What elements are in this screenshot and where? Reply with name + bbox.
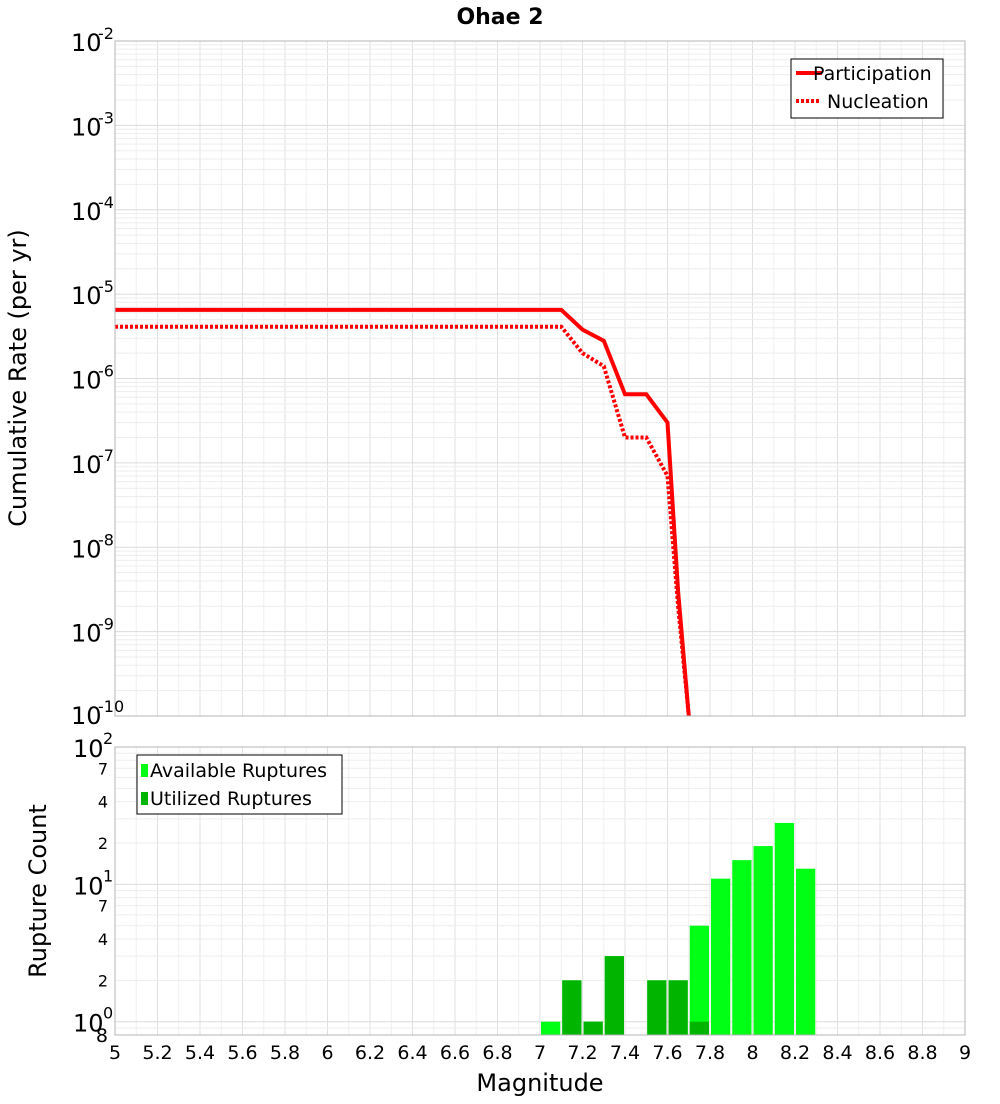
- x-tick-label: 6.6: [440, 1042, 470, 1064]
- top-y-tick-base: 10: [71, 282, 102, 310]
- top-y-tick-base: 10: [71, 620, 102, 648]
- x-tick-label: 5.4: [185, 1042, 215, 1064]
- bottom-y-minor-tick-label: 4: [98, 793, 108, 812]
- bottom-y-major-tick-exponent: 2: [103, 729, 113, 748]
- top-grid: [114, 41, 966, 717]
- bottom-y-major-tick-exponent: 0: [103, 1004, 113, 1023]
- available-ruptures-bar: [774, 822, 794, 1035]
- chart-title: Ohae 2: [456, 5, 543, 30]
- x-tick-label: 7.4: [610, 1042, 640, 1064]
- top-plot-border: [114, 40, 966, 717]
- top-legend: Participation Nucleation: [790, 58, 944, 119]
- top-y-tick-exponent: -10: [98, 697, 124, 716]
- utilized-ruptures-bar: [668, 980, 688, 1035]
- x-tick-label: 5: [109, 1042, 121, 1064]
- x-tick-label: 5.6: [227, 1042, 257, 1064]
- available-legend-label: Available Ruptures: [150, 760, 327, 782]
- x-tick-label: 7: [534, 1042, 546, 1064]
- utilized-ruptures-bar: [583, 1021, 603, 1035]
- top-y-tick-base: 10: [71, 113, 102, 141]
- top-y-tick-exponent: -3: [98, 108, 114, 127]
- available-ruptures-bar: [732, 860, 752, 1035]
- x-tick-label: 7.2: [567, 1042, 597, 1064]
- bottom-legend: Available Ruptures Utilized Ruptures: [136, 754, 343, 815]
- top-y-tick-base: 10: [71, 29, 102, 57]
- utilized-legend-label: Utilized Ruptures: [150, 788, 312, 810]
- utilized-ruptures-bar: [689, 1021, 709, 1035]
- utilized-legend-swatch: [141, 792, 148, 805]
- bottom-y-minor-tick-label: 2: [98, 834, 108, 853]
- top-y-tick-exponent: -4: [98, 193, 114, 212]
- available-ruptures-bar: [796, 868, 816, 1035]
- x-axis-label: Magnitude: [476, 1069, 603, 1097]
- nucleation-legend-label: Nucleation: [827, 91, 929, 113]
- bottom-y-major-tick-base: 10: [73, 1010, 104, 1038]
- x-tick-label: 6.4: [397, 1042, 427, 1064]
- x-tick-labels: 5 5.2 5.4 5.6 5.8 6 6.2 6.4 6.6 6.8 7 7.2 7.4 7.6 7.8 8…: [109, 1042, 971, 1064]
- available-legend-swatch: [141, 764, 148, 777]
- bottom-y-major-tick-exponent: 1: [103, 866, 113, 885]
- bottom-plot-border: [114, 746, 966, 1036]
- top-y-tick-exponent: -7: [98, 446, 114, 465]
- top-y-tick-exponent: -5: [98, 277, 114, 296]
- bottom-y-minor-tick-label: 4: [98, 930, 108, 949]
- x-tick-label: 7.6: [652, 1042, 682, 1064]
- x-tick-label: 6.2: [355, 1042, 385, 1064]
- top-y-tick-exponent: -9: [98, 615, 114, 634]
- nucleation-line: [115, 324, 691, 717]
- top-y-tick-base: 10: [71, 702, 102, 730]
- top-y-axis-label: Cumulative Rate (per yr): [4, 229, 32, 527]
- x-tick-label: 5.2: [142, 1042, 172, 1064]
- utilized-ruptures-bar: [647, 980, 667, 1035]
- bottom-y-minor-tick-label: 2: [98, 971, 108, 990]
- available-ruptures-bar: [753, 846, 773, 1035]
- top-y-tick-base: 10: [71, 367, 102, 395]
- bottom-y-minor-tick-label: 7: [98, 897, 108, 916]
- x-tick-label: 9: [959, 1042, 971, 1064]
- bottom-y-major-tick-base: 10: [73, 872, 104, 900]
- x-tick-label: 8.4: [822, 1042, 852, 1064]
- x-tick-label: 7.8: [695, 1042, 725, 1064]
- x-tick-label: 8: [746, 1042, 758, 1064]
- x-tick-label: 6: [321, 1042, 333, 1064]
- participation-line: [115, 307, 691, 717]
- bottom-y-lower-bound-label: 8: [96, 1025, 108, 1047]
- available-ruptures-bar: [541, 1021, 561, 1035]
- utilized-ruptures-bar: [562, 980, 582, 1035]
- x-tick-label: 8.8: [907, 1042, 937, 1064]
- top-y-tick-exponent: -6: [98, 362, 114, 381]
- x-tick-label: 8.6: [865, 1042, 895, 1064]
- top-legend-box: [790, 58, 944, 119]
- top-y-tick-exponent: -2: [98, 24, 114, 43]
- bottom-y-axis-label: Rupture Count: [24, 804, 52, 978]
- utilized-ruptures-bar: [604, 956, 624, 1035]
- participation-legend-label: Participation: [813, 63, 932, 85]
- x-tick-label: 5.8: [270, 1042, 300, 1064]
- top-y-tick-labels: 10-210-310-410-510-610-710-810-910-10: [71, 24, 124, 730]
- bottom-y-major-tick-base: 10: [73, 735, 104, 763]
- available-ruptures-bar: [711, 878, 731, 1035]
- bottom-y-minor-tick-label: 7: [98, 759, 108, 778]
- bottom-legend-box: [136, 754, 343, 815]
- top-y-tick-exponent: -8: [98, 530, 114, 549]
- x-tick-label: 6.8: [482, 1042, 512, 1064]
- top-y-tick-base: 10: [71, 198, 102, 226]
- rate-lines: [115, 307, 691, 717]
- x-tick-label: 8.2: [780, 1042, 810, 1064]
- top-y-tick-base: 10: [71, 451, 102, 479]
- available-ruptures-bar: [689, 925, 709, 1035]
- top-y-tick-base: 10: [71, 535, 102, 563]
- rupture-bars: [541, 822, 816, 1035]
